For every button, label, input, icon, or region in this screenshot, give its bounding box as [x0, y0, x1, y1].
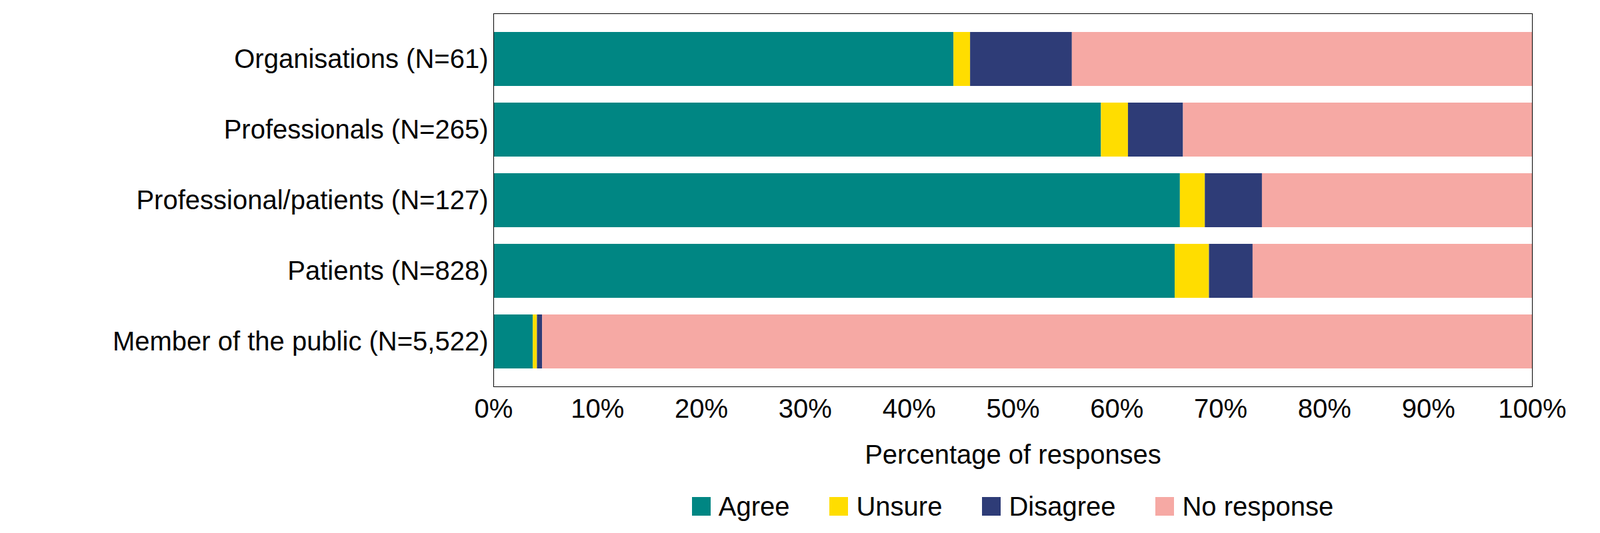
svg-text:30%: 30%	[778, 394, 832, 424]
svg-text:Organisations (N=61): Organisations (N=61)	[234, 44, 488, 74]
html-text:Unsure: Unsure	[856, 491, 943, 521]
svg-text:Professional/patients (N=127): Professional/patients (N=127)	[136, 185, 488, 215]
svg-text:0%: 0%	[474, 394, 514, 424]
svg-text:80%: 80%	[1298, 394, 1352, 424]
svg-text:70%: 70%	[1194, 394, 1248, 424]
svg-text:100%: 100%	[1498, 394, 1566, 424]
svg-text:Professionals (N=265): Professionals (N=265)	[224, 114, 489, 144]
html-text:Agree: Agree	[718, 491, 790, 521]
svg-text:10%: 10%	[570, 394, 624, 424]
svg-text:50%: 50%	[986, 394, 1040, 424]
svg-text:Patients (N=828): Patients (N=828)	[287, 256, 488, 286]
html-text:No response: No response	[1182, 491, 1334, 521]
svg-text:Member of the public (N=5,522): Member of the public (N=5,522)	[112, 326, 489, 356]
svg-text:60%: 60%	[1090, 394, 1144, 424]
svg-text:40%: 40%	[882, 394, 936, 424]
svg-text:90%: 90%	[1402, 394, 1456, 424]
svg-text:Percentage of responses: Percentage of responses	[864, 440, 1162, 470]
html-text:Disagree: Disagree	[1008, 491, 1116, 521]
svg-text:20%: 20%	[674, 394, 728, 424]
